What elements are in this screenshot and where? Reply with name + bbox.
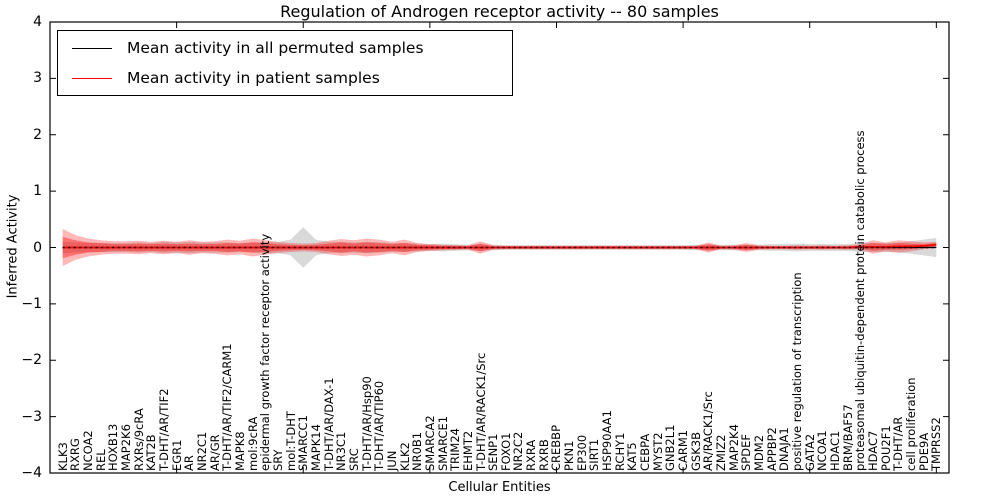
x-category-label: epidermal growth factor receptor activit… (258, 233, 273, 471)
x-category-label: T-DHT/AR/TIP60 (372, 380, 387, 471)
x-category-label: SMARCA2 (422, 415, 437, 471)
x-category-label: RXRs/9cRA (131, 408, 146, 471)
x-category-label: AR (182, 455, 197, 471)
x-category-label: T-DHT/AR/DAX-1 (321, 377, 336, 471)
y-tick-label: 2 (33, 126, 42, 143)
x-category-label: proteasomal ubiquitin-dependent protein … (853, 130, 868, 471)
x-category-label: GATA2 (802, 433, 817, 471)
legend-label-permuted: Mean activity in all permuted samples (127, 39, 424, 57)
y-tick-label: −4 (21, 465, 42, 481)
x-category-label: KLK2 (397, 442, 412, 471)
y-tick-label: 3 (33, 70, 42, 87)
y-tick-label: −1 (21, 295, 42, 312)
x-category-label: EP300 (574, 434, 589, 471)
x-category-label: APPBP2 (764, 427, 779, 471)
x-category-label: BRM/BAF57 (840, 404, 855, 471)
x-category-label: AR/GR (207, 434, 222, 471)
x-category-label: EGR1 (169, 439, 184, 472)
x-category-label: HSP90AA1 (600, 410, 615, 471)
x-category-label: NR2C1 (194, 431, 209, 471)
x-category-label: T-DHT/AR (891, 416, 906, 471)
x-category-label: HOXB13 (106, 423, 121, 471)
x-category-label: mol:9cRA (245, 416, 260, 471)
x-category-label: GNB2L1 (663, 424, 678, 471)
x-category-label: SENP1 (486, 433, 501, 471)
x-category-label: SMARCE1 (435, 415, 450, 471)
chart-title: Regulation of Androgen receptor activity… (280, 2, 719, 21)
x-category-label: MAP2K6 (118, 424, 133, 471)
x-axis-label: Cellular Entities (448, 480, 551, 495)
x-category-label: KAT5 (625, 442, 640, 471)
x-category-label: RXRB (536, 439, 551, 471)
x-category-label: NCOA1 (815, 430, 830, 471)
x-category-label: cell proliferation (904, 377, 918, 471)
x-category-label: MDM2 (752, 434, 767, 471)
x-category-label: REL (93, 449, 108, 471)
legend-item-patient: Mean activity in patient samples (58, 65, 512, 91)
y-tick-label: −2 (21, 352, 42, 369)
y-tick-label: 1 (33, 183, 42, 200)
y-tick-label: 4 (33, 14, 42, 30)
x-category-label: T-DHT/AR/TIF2 (156, 388, 171, 471)
x-category-label: SRC (346, 448, 361, 471)
patient-mean-line (62, 243, 937, 249)
x-category-label: PKN1 (562, 440, 577, 471)
x-category-label: SPDEF (739, 434, 754, 471)
legend-label-patient: Mean activity in patient samples (127, 69, 380, 87)
legend-line-patient-icon (72, 77, 112, 79)
x-category-label: TRIM24 (448, 428, 463, 471)
x-category-label: GSK3B (688, 432, 703, 471)
x-category-label: MAPK8 (232, 431, 247, 471)
x-category-label: POU2F1 (878, 425, 893, 471)
x-category-label: RCHY1 (612, 432, 627, 471)
x-category-label: HDAC7 (866, 430, 881, 471)
legend-line-permuted-icon (72, 47, 112, 49)
x-category-label: CREBBP (549, 425, 564, 471)
x-category-label: KAT2B (144, 434, 159, 471)
x-category-label: MAPK14 (308, 424, 323, 471)
x-category-label: SRY (270, 449, 285, 471)
x-category-label: NR3C1 (334, 431, 349, 471)
x-category-label: ZMIZ2 (714, 434, 729, 471)
x-category-label: AR/RACK1/Src (701, 391, 716, 471)
y-tick-label: −3 (21, 408, 42, 425)
x-category-label: T-DHT/AR/TIF2/CARM1 (220, 343, 235, 471)
x-category-label: CEBPA (638, 433, 653, 471)
x-category-label: RXRA (524, 439, 539, 471)
x-category-label: PDE9A (916, 432, 931, 471)
x-category-label: KLK3 (55, 442, 70, 471)
x-category-label: positive regulation of transcription (790, 272, 805, 471)
y-tick-label: 0 (33, 239, 42, 256)
x-category-label: MAP2K4 (726, 424, 741, 471)
x-category-label: NR0B1 (410, 431, 425, 471)
x-category-label: DNAJA1 (777, 427, 792, 471)
x-category-label: NCOA2 (80, 430, 95, 471)
x-category-label: EHMT2 (460, 430, 475, 471)
x-category-label: TMPRSS2 (929, 417, 944, 471)
legend: Mean activity in all permuted samples Me… (57, 30, 513, 96)
x-category-label: HDAC1 (828, 430, 843, 471)
x-category-label: SIRT1 (587, 438, 602, 471)
x-category-label: MYST2 (650, 432, 665, 471)
x-category-label: T-DHT/AR/RACK1/Src (473, 352, 488, 471)
x-category-label: CARM1 (676, 429, 691, 471)
x-category-label: mol:T-DHT (283, 411, 298, 471)
x-category-label: T-DHT/AR/Hsp90 (359, 376, 374, 471)
x-category-label: RXRG (68, 438, 83, 471)
legend-item-permuted: Mean activity in all permuted samples (58, 35, 512, 61)
x-category-label: JUN (384, 450, 399, 471)
x-category-label: SMARCC1 (296, 415, 311, 471)
x-category-label: NR2C2 (511, 431, 526, 471)
